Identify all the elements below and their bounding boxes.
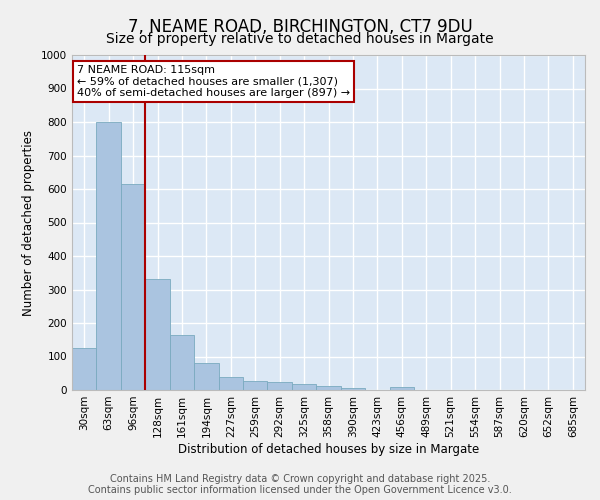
- Text: Size of property relative to detached houses in Margate: Size of property relative to detached ho…: [106, 32, 494, 46]
- Text: 7, NEAME ROAD, BIRCHINGTON, CT7 9DU: 7, NEAME ROAD, BIRCHINGTON, CT7 9DU: [128, 18, 472, 36]
- X-axis label: Distribution of detached houses by size in Margate: Distribution of detached houses by size …: [178, 442, 479, 456]
- Bar: [341, 388, 365, 390]
- Bar: [389, 388, 414, 390]
- Bar: [97, 122, 121, 390]
- Bar: [170, 334, 194, 390]
- Text: 7 NEAME ROAD: 115sqm
← 59% of detached houses are smaller (1,307)
40% of semi-de: 7 NEAME ROAD: 115sqm ← 59% of detached h…: [77, 65, 350, 98]
- Bar: [194, 363, 218, 390]
- Bar: [218, 376, 243, 390]
- Bar: [121, 184, 145, 390]
- Bar: [243, 380, 268, 390]
- Y-axis label: Number of detached properties: Number of detached properties: [22, 130, 35, 316]
- Bar: [72, 348, 97, 390]
- Bar: [145, 280, 170, 390]
- Bar: [316, 386, 341, 390]
- Text: Contains HM Land Registry data © Crown copyright and database right 2025.: Contains HM Land Registry data © Crown c…: [110, 474, 490, 484]
- Text: Contains public sector information licensed under the Open Government Licence v3: Contains public sector information licen…: [88, 485, 512, 495]
- Bar: [268, 382, 292, 390]
- Bar: [292, 384, 316, 390]
